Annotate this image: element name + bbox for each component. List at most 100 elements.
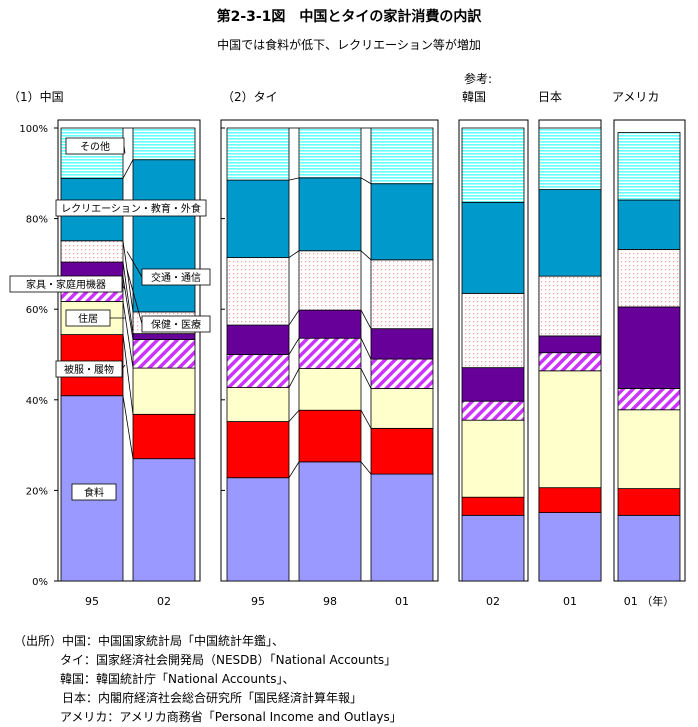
connector-line xyxy=(361,178,371,184)
legend-label-household: 家具・家庭用機器 xyxy=(26,278,106,291)
bar-segment-clothing xyxy=(133,414,195,458)
bar-segment-other xyxy=(462,128,524,202)
bar-segment-household xyxy=(539,353,601,371)
bar-segment-food xyxy=(227,478,289,581)
connector-line xyxy=(289,369,299,388)
bar-segment-household xyxy=(133,340,195,369)
bar-segment-food xyxy=(539,513,601,581)
legend-label-food: 食料 xyxy=(84,486,104,499)
bar-segment-housing xyxy=(133,368,195,414)
bar-segment-transport xyxy=(539,276,601,336)
source-line-thai: タイ：国家経済社会開発局（NESDB）「National Accounts」 xyxy=(14,651,402,670)
bar-segment-clothing xyxy=(299,410,361,462)
bar-segment-recreation xyxy=(227,180,289,257)
connector-line xyxy=(361,251,371,260)
bar-segment-other xyxy=(539,128,601,190)
connector-line xyxy=(123,335,133,415)
legend-label-housing: 住居 xyxy=(78,312,98,325)
bar-segment-transport xyxy=(618,249,680,307)
y-tick-label: 0% xyxy=(32,577,48,588)
legend-label-recreation: レクリエーション・教育・外食 xyxy=(61,202,201,215)
bar-segment-health xyxy=(618,307,680,389)
bar-segment-health xyxy=(539,336,601,353)
bar-segment-other xyxy=(371,128,433,184)
x-tick-label: 01 xyxy=(563,595,577,608)
bar-segment-other xyxy=(133,128,195,160)
x-tick-label: 02 xyxy=(157,595,171,608)
bar-segment-clothing xyxy=(462,497,524,515)
x-tick-label: 01 xyxy=(395,595,409,608)
bar-segment-household xyxy=(462,401,524,420)
source-line-japan: 日本：内閣府経済社会総合研究所「国民経済計算年報」 xyxy=(14,689,402,708)
connector-line xyxy=(289,178,299,180)
legend-label-health: 保健・医療 xyxy=(151,318,201,331)
connector-line xyxy=(361,462,371,474)
source-line-usa: アメリカ：アメリカ商務省「Personal Income and Outlays… xyxy=(14,708,402,727)
y-tick-label: 20% xyxy=(26,486,48,497)
bar-segment-food xyxy=(618,515,680,581)
connector-line xyxy=(289,462,299,478)
x-tick-label: 95 xyxy=(85,595,99,608)
bar-segment-health xyxy=(462,368,524,402)
bar-segment-housing xyxy=(227,388,289,422)
bar-segment-housing xyxy=(539,371,601,488)
bar-segment-household xyxy=(227,355,289,388)
bar-segment-housing xyxy=(299,369,361,411)
bar-segment-food xyxy=(462,515,524,581)
connector-line xyxy=(361,310,371,329)
connector-line xyxy=(361,369,371,389)
connector-line xyxy=(289,338,299,354)
connector-line xyxy=(361,410,371,428)
bar-segment-household xyxy=(299,338,361,368)
connector-line xyxy=(123,301,133,368)
bar-segment-other xyxy=(299,128,361,178)
x-tick-label: 02 xyxy=(486,595,500,608)
bar-segment-transport xyxy=(371,260,433,329)
x-tick-label: 01 （年） xyxy=(624,594,675,608)
bar-segment-clothing xyxy=(618,489,680,516)
y-tick-label: 60% xyxy=(26,305,48,316)
connector-line xyxy=(123,241,133,312)
bar-segment-recreation xyxy=(618,200,680,249)
bar-segment-health xyxy=(133,334,195,340)
bar-segment-health xyxy=(61,262,123,277)
bar-segment-food xyxy=(371,474,433,581)
source-note: （出所）中国：中国国家統計局「中国統計年鑑」、 タイ：国家経済社会開発局（NES… xyxy=(14,632,402,727)
bar-segment-transport xyxy=(227,258,289,325)
legend-label-transport: 交通・通信 xyxy=(151,271,201,284)
bar-segment-clothing xyxy=(371,428,433,474)
bar-segment-other xyxy=(227,128,289,180)
bar-segment-recreation xyxy=(371,184,433,260)
connector-line xyxy=(289,310,299,325)
source-line-china: （出所）中国：中国国家統計局「中国統計年鑑」、 xyxy=(14,632,402,651)
legend-label-clothing: 被服・履物 xyxy=(64,363,114,376)
bar-segment-housing xyxy=(618,410,680,489)
bar-segment-clothing xyxy=(539,488,601,513)
bar-segment-food xyxy=(299,462,361,581)
bar-segment-transport xyxy=(61,241,123,262)
source-line-korea: 韓国：韓国統計庁「National Accounts」、 xyxy=(14,670,402,689)
bar-segment-health xyxy=(371,329,433,359)
bar-segment-health xyxy=(227,325,289,354)
bar-segment-recreation xyxy=(133,160,195,312)
bar-segment-housing xyxy=(462,420,524,497)
bar-segment-recreation xyxy=(299,178,361,251)
bar-segment-household xyxy=(371,359,433,388)
bar-segment-transport xyxy=(462,293,524,367)
bar-segment-recreation xyxy=(462,202,524,293)
bar-segment-health xyxy=(299,310,361,338)
bar-segment-clothing xyxy=(227,422,289,478)
connector-line xyxy=(289,410,299,421)
bar-segment-housing xyxy=(371,388,433,428)
bar-segment-household xyxy=(618,388,680,409)
connector-line xyxy=(361,338,371,359)
x-tick-label: 95 xyxy=(251,595,265,608)
y-tick-label: 80% xyxy=(26,215,48,226)
connector-line xyxy=(123,160,133,179)
bar-segment-recreation xyxy=(539,190,601,277)
y-tick-label: 40% xyxy=(26,396,48,407)
connector-line xyxy=(289,251,299,258)
bar-segment-transport xyxy=(299,251,361,310)
y-tick-label: 100% xyxy=(19,124,48,135)
